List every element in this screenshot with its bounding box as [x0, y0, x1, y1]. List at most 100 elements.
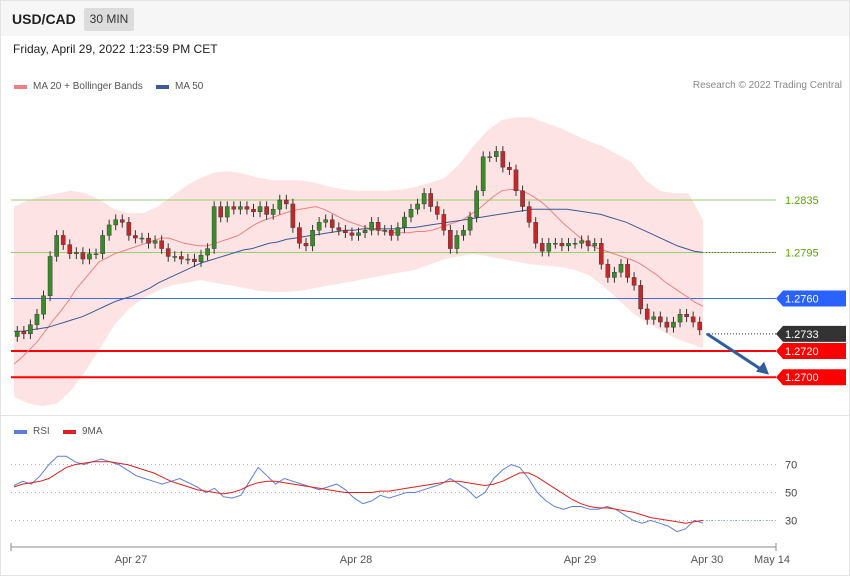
- header-bar: USD/CAD 30 MIN: [1, 1, 849, 36]
- candle-body: [533, 222, 538, 244]
- candle-body: [572, 243, 578, 245]
- rsi-level-label-2: 30: [785, 515, 797, 527]
- candle-body: [152, 240, 158, 244]
- candle-body: [684, 313, 689, 318]
- candle-body: [500, 151, 506, 168]
- candle-body: [520, 190, 525, 207]
- rsi-line: [13, 455, 704, 533]
- candle-body: [257, 206, 263, 213]
- candle-body: [146, 237, 151, 244]
- candle-body: [349, 232, 355, 236]
- candle-body: [87, 253, 92, 260]
- candle-body: [60, 235, 66, 245]
- level-label-3: 1.2733: [785, 329, 819, 341]
- candle-body: [618, 264, 624, 273]
- candle-body: [448, 229, 453, 249]
- candle-body: [651, 316, 657, 320]
- candle-body: [664, 321, 670, 328]
- legend-rsi-label: RSI: [33, 426, 50, 437]
- candle-body: [408, 208, 414, 218]
- timeframe-button[interactable]: 30 MIN: [84, 8, 134, 31]
- candle-body: [100, 235, 105, 255]
- symbol-title: USD/CAD: [12, 11, 76, 27]
- candle-body: [316, 222, 322, 231]
- candle-body: [113, 219, 119, 226]
- candle-body: [323, 219, 328, 223]
- candle-body: [47, 256, 53, 297]
- candle-body: [507, 166, 512, 171]
- x-tick-label-4: May 14: [754, 554, 790, 566]
- rsi-level-label-0: 70: [785, 460, 797, 472]
- candle-body: [690, 316, 696, 323]
- level-label-2: 1.2760: [785, 293, 819, 305]
- legend-ma50-label: MA 50: [175, 81, 204, 92]
- legend-9ma-swatch: [63, 430, 76, 434]
- candle-body: [559, 243, 565, 247]
- candle-body: [74, 252, 79, 255]
- legend-ma20-label: MA 20 + Bollinger Bands: [33, 81, 143, 92]
- candle-body: [434, 206, 440, 215]
- candle-body: [343, 229, 348, 234]
- candle-body: [205, 248, 210, 256]
- candle-body: [513, 169, 519, 192]
- forecast-arrow-line: [706, 332, 764, 372]
- research-credit: Research © 2022 Trading Central: [692, 80, 842, 91]
- candle-body: [362, 229, 368, 234]
- candle-body: [389, 229, 394, 236]
- candle-body: [375, 222, 381, 231]
- candle-body: [677, 313, 683, 323]
- candle-body: [631, 277, 637, 286]
- candle-body: [487, 156, 493, 158]
- x-tick-label-3: Apr 30: [691, 554, 723, 566]
- level-label-1: 1.2795: [785, 248, 819, 260]
- candle-body: [454, 235, 460, 249]
- panel-divider: [1, 415, 849, 416]
- candle-body: [644, 308, 650, 320]
- legend-ma20-swatch: [14, 85, 27, 89]
- candle-body: [336, 227, 342, 231]
- candle-body: [270, 208, 276, 215]
- candle-body: [310, 229, 315, 247]
- candle-body: [80, 252, 86, 260]
- candle-body: [119, 219, 125, 223]
- candle-body: [585, 240, 591, 247]
- x-tick-label-1: Apr 28: [340, 554, 372, 566]
- candle-body: [106, 224, 112, 236]
- candle-body: [402, 216, 407, 228]
- level-label-4: 1.2720: [785, 346, 819, 358]
- candle-body: [474, 190, 479, 218]
- candle-body: [441, 214, 447, 231]
- x-tick-label-0: Apr 27: [115, 554, 147, 566]
- candle-body: [41, 295, 46, 315]
- candle-body: [566, 243, 571, 247]
- candle-body: [415, 203, 420, 210]
- candle-body: [303, 243, 309, 247]
- candle-body: [369, 222, 374, 231]
- x-tick-label-2: Apr 29: [564, 554, 596, 566]
- forecast-arrow-head: [756, 361, 769, 375]
- candle-body: [211, 206, 217, 249]
- candle-body: [526, 206, 532, 223]
- candle-body: [697, 321, 703, 331]
- candle-body: [421, 193, 427, 205]
- candle-body: [382, 229, 388, 232]
- candle-body: [133, 235, 138, 239]
- candle-body: [284, 199, 289, 205]
- candle-body: [93, 253, 99, 256]
- candle-body: [244, 206, 250, 210]
- datetime-label: Friday, April 29, 2022 1:23:59 PM CET: [13, 42, 218, 56]
- candle-body: [579, 240, 584, 244]
- candle-body: [428, 193, 433, 207]
- legend-9ma-label: 9MA: [82, 426, 103, 437]
- candle-body: [329, 219, 335, 228]
- candle-body: [231, 206, 237, 210]
- candle-body: [480, 156, 486, 192]
- legend-ma50-swatch: [156, 85, 169, 89]
- candle-body: [671, 321, 676, 328]
- level-badge-5: [776, 369, 846, 386]
- candle-body: [539, 243, 545, 252]
- candle-body: [54, 235, 59, 257]
- candle-body: [34, 313, 40, 325]
- candle-body: [461, 229, 466, 236]
